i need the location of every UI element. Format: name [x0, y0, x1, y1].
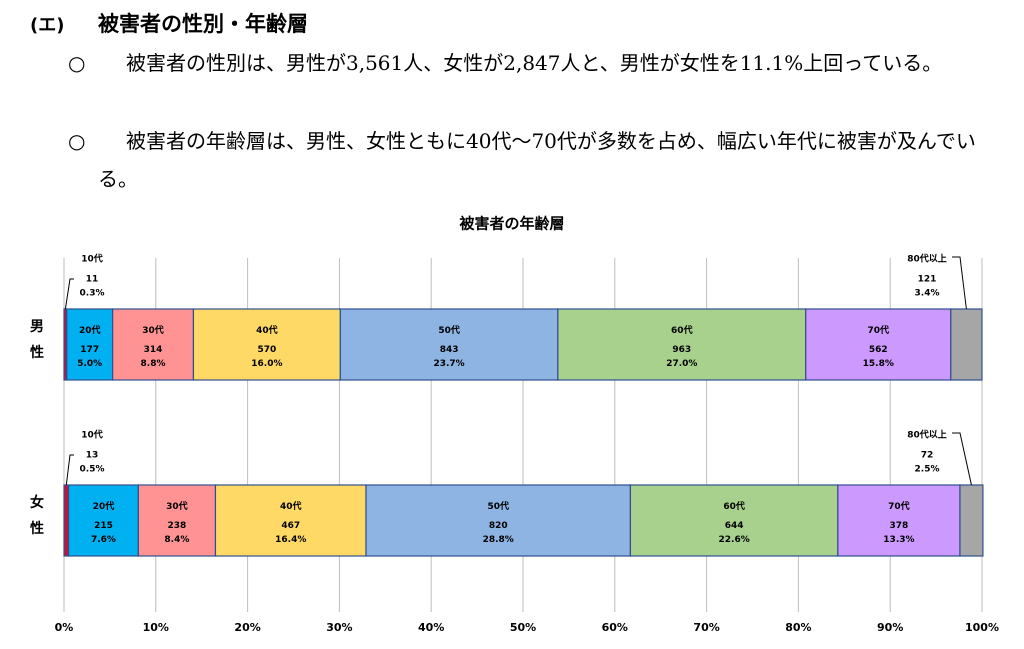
- bar-segment: [339, 308, 559, 381]
- row-label: 男性: [28, 319, 44, 371]
- segment-percent: 23.7%: [433, 359, 464, 369]
- segment-count: 121: [918, 275, 937, 285]
- segment-percent: 28.8%: [483, 535, 514, 545]
- segment-count: 562: [869, 345, 888, 355]
- x-tick-label: 30%: [326, 621, 352, 634]
- segment-name: 50代: [487, 500, 509, 512]
- segment-count: 644: [725, 521, 744, 531]
- segment-name: 30代: [166, 500, 188, 512]
- bar-segment: [959, 484, 984, 557]
- segment-name: 80代以上: [907, 253, 947, 265]
- segment-name: 60代: [723, 500, 745, 512]
- segment-count: 215: [94, 521, 113, 531]
- segment-percent: 3.4%: [915, 289, 940, 299]
- segment-name: 20代: [79, 324, 101, 336]
- segment-count: 177: [80, 345, 99, 355]
- x-tick-label: 70%: [693, 621, 719, 634]
- bar-segment: [950, 308, 983, 381]
- segment-name: 70代: [888, 500, 910, 512]
- segment-name: 30代: [142, 324, 164, 336]
- segment-percent: 7.6%: [91, 535, 116, 545]
- segment-percent: 0.5%: [80, 465, 105, 475]
- segment-name: 10代: [81, 429, 103, 441]
- segment-count: 72: [921, 451, 934, 461]
- segment-count: 13: [86, 451, 99, 461]
- bullet: ○ 被害者の性別は、男性が3,561人、女性が2,847人と、男性が女性を11.1…: [68, 44, 1013, 82]
- bullet-text: 被害者の年齢層は、男性、女性ともに40代～70代が多数を占め、幅広い年代に被害が…: [98, 129, 976, 191]
- segment-count: 570: [257, 345, 276, 355]
- segment-count: 238: [168, 521, 187, 531]
- bullet-marker: ○: [68, 129, 86, 153]
- x-tick-label: 0%: [55, 621, 74, 634]
- leader-line: [952, 256, 967, 310]
- segment-count: 963: [672, 345, 691, 355]
- segment-name: 60代: [671, 324, 693, 336]
- segment-name: 50代: [438, 324, 460, 336]
- bar-segment: [66, 308, 114, 381]
- segment-percent: 5.0%: [77, 359, 102, 369]
- segment-percent: 0.3%: [80, 289, 105, 299]
- bar-segment: [67, 484, 139, 557]
- segment-count: 314: [144, 345, 163, 355]
- segment-name: 40代: [280, 500, 302, 512]
- segment-percent: 13.3%: [883, 535, 914, 545]
- bullet: ○ 被害者の年齢層は、男性、女性ともに40代～70代が多数を占め、幅広い年代に被害…: [68, 122, 1013, 198]
- segment-percent: 15.8%: [863, 359, 894, 369]
- segment-count: 843: [440, 345, 459, 355]
- segment-percent: 27.0%: [666, 359, 697, 369]
- heading-title: 被害者の性別・年齢層: [98, 12, 308, 36]
- segment-count: 467: [281, 521, 300, 531]
- leader-line: [65, 454, 74, 486]
- x-tick-label: 90%: [877, 621, 903, 634]
- bar-segment: [837, 484, 961, 557]
- bar-segment: [629, 484, 839, 557]
- bar-segment: [192, 308, 341, 381]
- x-tick-label: 10%: [143, 621, 169, 634]
- segment-percent: 2.5%: [915, 465, 940, 475]
- leader-line: [952, 432, 972, 486]
- bar-segment: [63, 484, 70, 557]
- x-tick-label: 50%: [510, 621, 536, 634]
- segment-count: 378: [890, 521, 909, 531]
- bar-segment: [365, 484, 632, 557]
- segment-percent: 8.8%: [141, 359, 166, 369]
- segment-percent: 16.4%: [275, 535, 306, 545]
- segment-name: 20代: [93, 500, 115, 512]
- segment-name: 80代以上: [907, 429, 947, 441]
- heading-marker: (エ): [30, 15, 65, 36]
- segment-name: 40代: [256, 324, 278, 336]
- x-tick-label: 60%: [602, 621, 628, 634]
- segment-name: 10代: [81, 253, 103, 265]
- bar-segment: [214, 484, 367, 557]
- x-tick-label: 20%: [234, 621, 260, 634]
- bar-segment: [137, 484, 217, 557]
- x-tick-label: 80%: [785, 621, 811, 634]
- segment-percent: 8.4%: [164, 535, 189, 545]
- x-tick-label: 40%: [418, 621, 444, 634]
- x-tick-label: 100%: [965, 621, 999, 634]
- leader-line: [64, 278, 74, 310]
- bullet-text: 被害者の性別は、男性が3,561人、女性が2,847人と、男性が女性を11.1%…: [126, 51, 943, 75]
- bar-segment: [805, 308, 952, 381]
- segment-name: 70代: [868, 324, 890, 336]
- segment-count: 11: [86, 275, 99, 285]
- chart-title: 被害者の年齢層: [459, 215, 564, 233]
- bar-segment: [112, 308, 195, 381]
- segment-percent: 22.6%: [719, 535, 750, 545]
- row-label: 女性: [28, 494, 44, 547]
- bullet-marker: ○: [68, 51, 86, 75]
- segment-percent: 16.0%: [251, 359, 282, 369]
- segment-count: 820: [489, 521, 508, 531]
- heading: (エ) 被害者の性別・年齢層: [30, 8, 308, 38]
